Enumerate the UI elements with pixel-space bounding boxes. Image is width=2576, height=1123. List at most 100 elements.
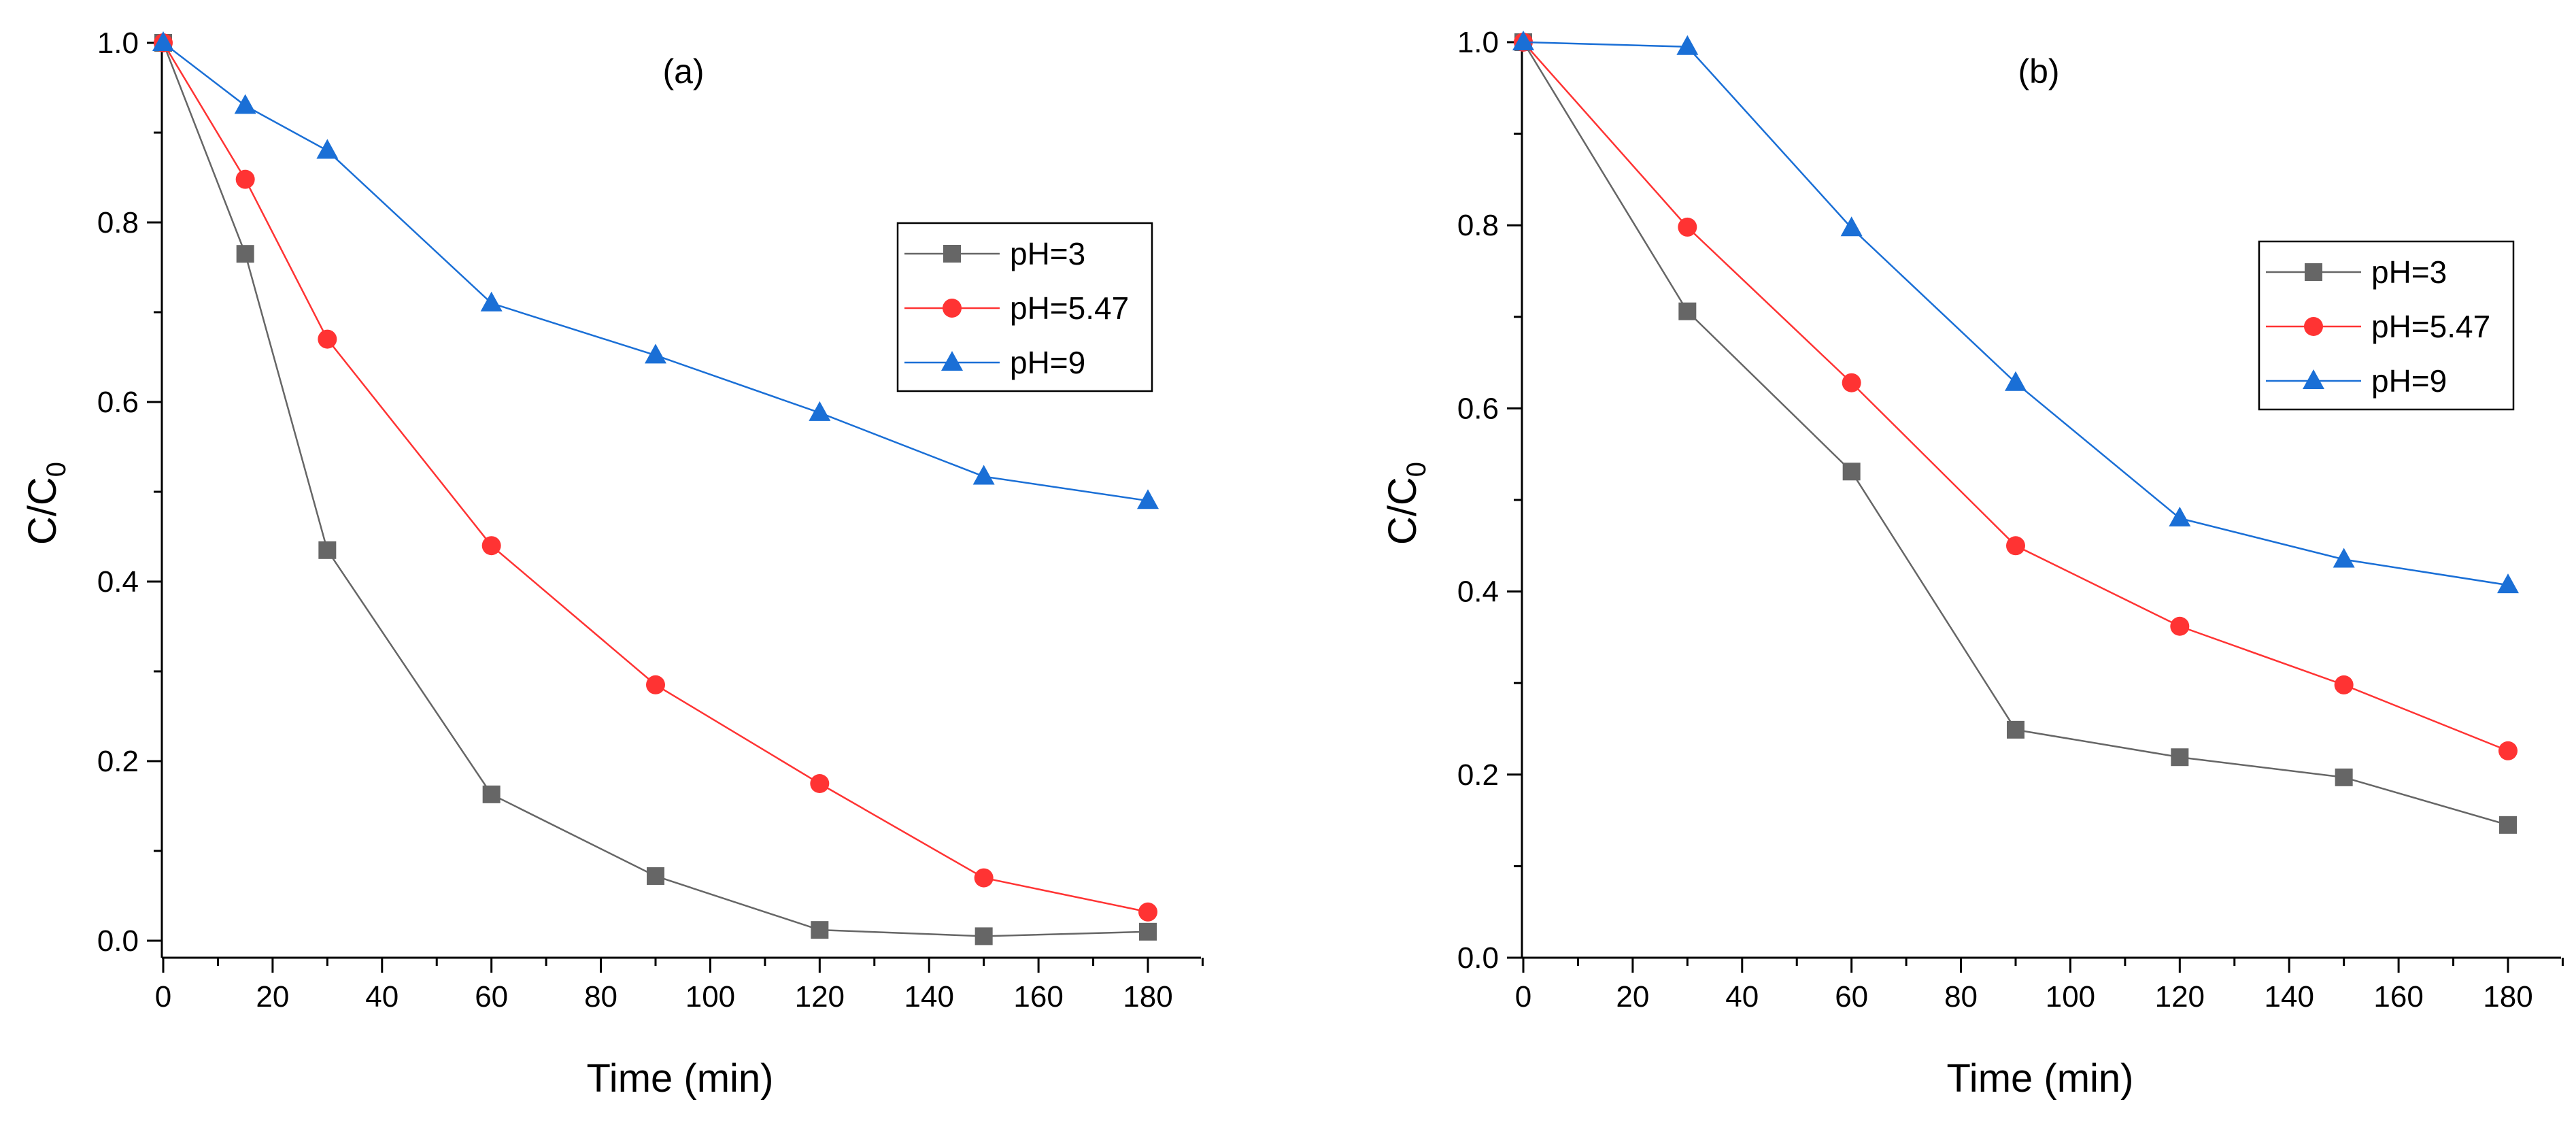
x-tick-label: 180 [1123,980,1172,1013]
data-point [974,868,994,888]
legend-marker [943,299,962,318]
legend-label: pH=9 [1010,345,1085,380]
data-point [1678,217,1697,237]
x-tick-label: 120 [795,980,845,1013]
data-point [646,675,665,694]
data-point [1676,35,1699,55]
data-point [811,921,829,939]
x-tick-label: 140 [904,980,954,1013]
y-tick-label: 1.0 [1457,26,1499,59]
legend-label: pH=3 [1010,236,1085,271]
legend-marker [943,245,961,263]
data-point [2007,720,2024,739]
y-tick-label: 0.0 [1457,941,1499,975]
series-layer-b [1512,31,2519,834]
series-line [162,42,1149,937]
data-point [316,139,339,159]
x-tick-label: 20 [1616,980,1649,1013]
x-ticks-b: 0 20 40 60 80 100 120 140 160 180 [1515,958,2564,1013]
y-tick-label: 0.6 [1457,392,1499,425]
legend-a: pH=3 pH=5.47 pH=9 [896,222,1153,392]
y-tick-label: 0.2 [1457,758,1499,792]
x-axis-title-b: Time (min) [1947,1056,2134,1101]
data-point [1678,302,1697,320]
series-triangle [1512,31,2519,594]
x-tick-label: 0 [1515,980,1531,1013]
data-point [2498,741,2518,760]
data-point [234,94,256,114]
data-point [1840,216,1863,237]
data-point [2334,675,2354,694]
data-point [647,867,664,885]
data-point [2006,536,2025,556]
series-layer-a [152,31,1159,945]
data-point [318,329,337,349]
legend-label: pH=5.47 [1010,290,1129,326]
legend-marker [2305,263,2322,281]
panel-title-a: (a) [662,52,704,90]
y-tick-label: 0.4 [1457,575,1499,609]
legend-entry: pH=9 [904,345,1085,380]
x-tick-label: 0 [155,980,171,1013]
y-axis-title-main-a: C/C [20,477,65,545]
legend-marker [941,351,963,371]
legend-entries-a: pH=3 pH=5.47 pH=9 [904,236,1129,380]
y-tick-label: 0.2 [97,745,139,778]
legend-entry: pH=5.47 [2266,309,2490,344]
series-line [162,42,1149,913]
data-point [235,169,255,189]
data-point [2169,506,2191,526]
x-ticks-a: 0 20 40 60 80 100 120 140 160 180 [155,958,1204,1013]
y-tick-label: 0.6 [97,386,139,419]
chart-panel-a: 0 20 40 60 80 100 120 140 160 180 0.0 0.2 0.4 0.6 0.8… [20,27,1204,1101]
legend-entry: pH=9 [2266,363,2447,399]
legend-entries-b: pH=3 pH=5.47 pH=9 [2266,254,2490,399]
chart-panel-b: 0 20 40 60 80 100 120 140 160 180 0.0 0.2 0.4 0.6 0.8… [1380,26,2564,1101]
legend-label: pH=5.47 [2371,309,2490,344]
data-point [482,785,501,803]
x-tick-label: 80 [584,980,617,1013]
data-point [810,774,830,793]
data-point [1139,922,1157,941]
data-point [975,927,993,945]
data-point [318,541,337,559]
data-point [645,343,666,364]
y-axis-title-main-b: C/C [1380,477,1425,545]
legend-b: pH=3 pH=5.47 pH=9 [2258,240,2515,411]
data-point [2170,616,2190,636]
y-tick-label: 0.0 [97,924,139,958]
x-tick-label: 60 [1835,980,1868,1013]
legend-marker [2303,369,2324,389]
data-point [1137,489,1159,509]
data-point [2335,768,2353,786]
data-point [2171,748,2189,767]
x-tick-label: 40 [1725,980,1759,1013]
legend-entry: pH=5.47 [904,290,1129,326]
data-point [2497,573,2519,594]
panel-title-b: (b) [2018,52,2059,90]
x-tick-label: 140 [2265,980,2314,1013]
y-ticks-a: 0.0 0.2 0.4 0.6 0.8 1.0 [97,27,162,958]
data-point [1512,31,1534,50]
x-tick-label: 120 [2155,980,2205,1013]
x-tick-label: 60 [475,980,508,1013]
data-point [236,245,254,263]
y-axis-title-sub-a: 0 [41,462,71,477]
data-point [1842,463,1861,481]
data-point [2005,371,2027,391]
x-tick-label: 160 [2373,980,2423,1013]
x-tick-label: 160 [1013,980,1063,1013]
x-tick-label: 40 [365,980,399,1013]
data-point [1138,902,1157,922]
data-point [2499,816,2517,834]
data-point [2333,548,2355,568]
x-tick-label: 100 [2046,980,2095,1013]
y-tick-label: 0.8 [1457,209,1499,242]
data-point [481,536,501,556]
data-point [809,401,831,421]
series-line [163,42,1149,502]
x-tick-label: 80 [1944,980,1978,1013]
data-point [1842,373,1861,392]
